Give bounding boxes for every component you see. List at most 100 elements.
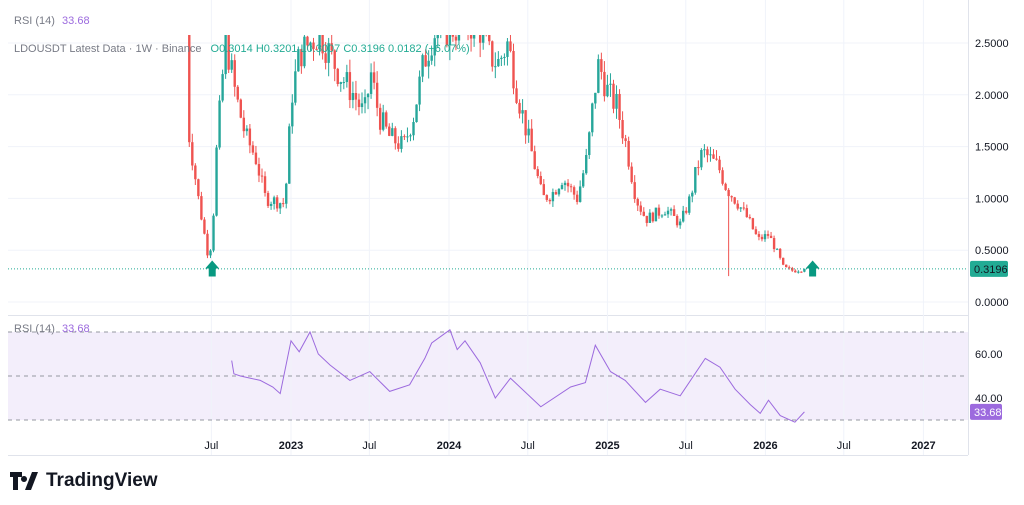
candle-body	[539, 176, 542, 185]
candle-body	[212, 215, 215, 251]
candle-body	[566, 182, 570, 187]
candle-body	[215, 147, 218, 216]
candle-body	[545, 195, 549, 200]
candle-body	[382, 112, 385, 130]
time-tick-label: 2024	[437, 440, 462, 452]
symbol-legend: LDOUSDT Latest Data · 1W · Binance O0.30…	[14, 43, 470, 55]
candle-body	[236, 86, 239, 100]
price-tick-label: 2.5000	[975, 38, 1009, 50]
candle-body	[754, 229, 758, 235]
price-tick-label: 1.0000	[975, 193, 1009, 205]
candle-body	[297, 49, 300, 72]
candle-body	[412, 122, 415, 136]
price-tick-label: 0.0000	[975, 297, 1009, 309]
candle-body	[221, 74, 224, 101]
ohlc-values: O0.3014 H0.3201 L0.3007 C0.3196 0.0182 (…	[211, 43, 470, 55]
candle-body	[288, 126, 291, 184]
candle-body	[285, 183, 288, 204]
candle-body	[278, 203, 282, 209]
candle-body	[772, 238, 776, 250]
candle-body	[524, 110, 527, 136]
candle-body	[766, 234, 770, 236]
candle-body	[348, 72, 352, 101]
candle-body	[660, 215, 664, 217]
price-axis-border	[968, 0, 969, 455]
candle-body	[585, 155, 588, 174]
candle-body	[409, 135, 412, 137]
candle-body	[403, 136, 406, 138]
candle-body	[694, 167, 697, 193]
candle-body	[515, 88, 518, 103]
candle-body	[645, 215, 649, 223]
candle-body	[778, 248, 782, 258]
candle-body	[594, 92, 597, 104]
candle-body	[578, 186, 582, 202]
rsi-pane-title: RSI (14)	[14, 323, 55, 335]
candle-body	[472, 35, 476, 39]
candle-body	[500, 57, 503, 59]
candle-body	[700, 150, 703, 168]
candle-body	[443, 13, 445, 16]
candle-body	[745, 208, 749, 218]
candle-body	[733, 197, 736, 204]
time-tick-label: Jul	[679, 440, 693, 452]
candle-body	[345, 72, 349, 83]
candle-body	[781, 257, 785, 265]
candle-body	[554, 192, 558, 195]
candle-body	[497, 58, 500, 67]
candle-body	[248, 128, 252, 146]
candle-body	[206, 233, 209, 256]
candle-body	[521, 110, 524, 114]
candle-body	[742, 207, 745, 209]
candle-body	[391, 128, 394, 136]
candle-body	[591, 103, 594, 133]
time-tick-label: Jul	[204, 440, 218, 452]
candle-body	[185, 12, 187, 23]
candle-body	[681, 210, 685, 222]
candle-body	[530, 128, 533, 152]
candle-body	[627, 140, 630, 167]
brand-name: TradingView	[46, 470, 158, 491]
candle-body	[675, 215, 679, 226]
tradingview-logo[interactable]: TradingView	[10, 470, 158, 492]
candle-body	[560, 185, 564, 190]
candle-body	[481, 35, 485, 43]
candle-body	[621, 119, 624, 139]
candle-body	[421, 55, 424, 77]
candle-body	[536, 169, 539, 177]
candle-body	[588, 132, 591, 156]
candle-body	[685, 210, 688, 213]
candle-body	[197, 179, 200, 197]
candle-body	[485, 35, 488, 36]
candle-body	[309, 42, 312, 46]
candle-body	[654, 207, 658, 222]
open-value: 0.3014	[219, 43, 253, 55]
buy-arrow-icon	[805, 260, 820, 277]
candle-body	[333, 50, 336, 69]
candle-body	[763, 234, 767, 240]
candle-body	[467, 7, 469, 31]
candle-body	[282, 203, 285, 205]
candle-body	[551, 192, 555, 202]
candle-body	[633, 182, 636, 200]
candle-body	[227, 35, 230, 70]
time-axis-border	[8, 455, 968, 456]
candle-body	[418, 76, 421, 105]
time-tick-label: 2023	[279, 440, 303, 452]
candle-body	[488, 35, 491, 42]
candle-body	[669, 209, 673, 211]
candle-body	[736, 203, 739, 209]
candle-body	[533, 151, 536, 170]
candle-body	[494, 66, 497, 68]
candle-body	[242, 117, 246, 132]
candle-body	[303, 36, 306, 67]
candle-body	[715, 158, 718, 160]
candle-body	[697, 167, 700, 169]
candle-body	[469, 35, 473, 39]
candle-body	[209, 250, 212, 256]
candle-body	[657, 207, 661, 216]
candle-body	[342, 82, 346, 84]
candle-body	[721, 170, 724, 184]
high-value: 0.3201	[263, 43, 298, 55]
